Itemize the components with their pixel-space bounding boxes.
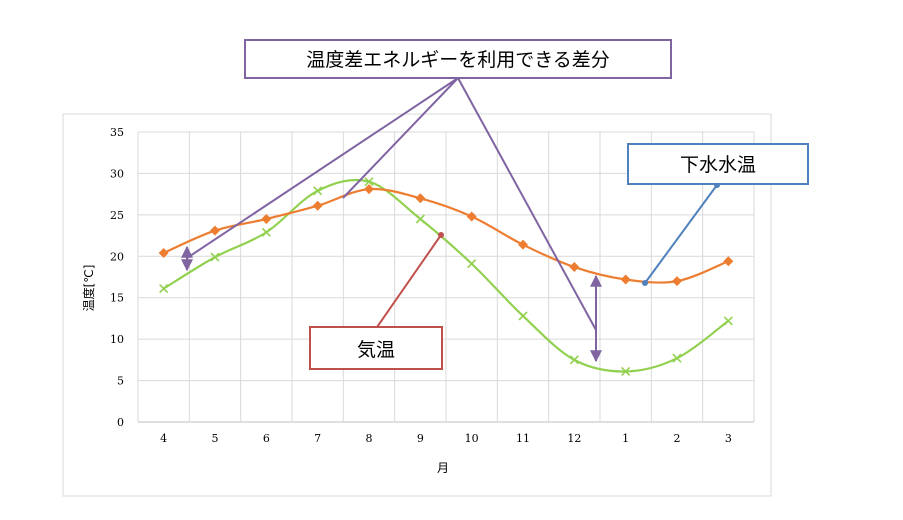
data-point-sewage (569, 262, 580, 273)
x-tick-label: 11 (516, 432, 530, 445)
data-point-sewage (261, 214, 272, 224)
y-tick-label: 0 (117, 416, 124, 429)
data-point-air (210, 252, 220, 262)
data-point-air (569, 355, 579, 365)
x-tick-labels: 4 5 6 7 8 9 10 11 12 1 2 3 (160, 432, 732, 445)
data-point-sewage (364, 184, 374, 195)
air-callout-pointer (374, 234, 442, 331)
data-point-air (415, 214, 425, 224)
x-tick-label: 2 (674, 432, 681, 445)
x-axis-title: 月 (437, 461, 449, 475)
data-point-sewage (466, 211, 477, 222)
data-point-sewage (210, 225, 220, 236)
data-point-air (518, 311, 528, 321)
x-tick-label: 4 (160, 432, 167, 445)
air-callout-text: 気温 (357, 339, 395, 361)
data-point-air (159, 284, 169, 294)
energy-callout-text: 温度差エネルギーを利用できる差分 (306, 49, 610, 71)
sewage-temperature-callout: 下水水温 (627, 143, 809, 286)
x-tick-label: 8 (366, 432, 373, 445)
x-tick-label: 5 (212, 432, 219, 445)
data-point-sewage (312, 200, 323, 211)
energy-difference-callout: 温度差エネルギーを利用できる差分 (181, 39, 672, 363)
air-callout-dot-end (438, 232, 444, 238)
x-tick-label: 6 (263, 432, 270, 445)
y-axis-title: 温度[℃] (81, 265, 96, 312)
data-point-air (467, 259, 477, 269)
y-tick-labels: 0 5 10 15 20 25 30 35 (110, 126, 124, 429)
series-layer (158, 177, 734, 377)
air-callout-box (309, 326, 443, 370)
data-point-air (723, 316, 733, 326)
data-point-sewage (620, 274, 631, 285)
y-tick-label: 35 (110, 126, 124, 139)
y-tick-label: 25 (110, 209, 124, 222)
data-point-air (364, 177, 374, 187)
y-tick-label: 20 (110, 250, 124, 263)
y-tick-label: 5 (117, 375, 124, 388)
y-tick-label: 15 (110, 292, 124, 305)
air-temperature-callout: 気温 (309, 232, 444, 370)
data-point-air (621, 366, 631, 377)
data-point-air (261, 227, 271, 237)
sewage-callout-box (627, 143, 809, 185)
x-tick-label: 7 (314, 432, 321, 445)
x-tick-label: 9 (417, 432, 424, 445)
y-tick-label: 10 (110, 333, 124, 346)
sewage-callout-pointer (644, 184, 718, 284)
y-tick-label: 30 (110, 167, 124, 180)
energy-callout-pointer-right (457, 77, 597, 331)
x-tick-label: 1 (622, 432, 629, 445)
sewage-callout-text: 下水水温 (680, 154, 756, 176)
x-tick-label: 12 (567, 432, 581, 445)
x-tick-label: 10 (465, 432, 479, 445)
x-tick-label: 3 (725, 432, 732, 445)
data-point-sewage (723, 256, 734, 267)
data-point-sewage (158, 247, 169, 258)
data-point-air (672, 353, 682, 363)
energy-callout-box (244, 39, 672, 79)
data-point-sewage (415, 193, 426, 204)
data-point-sewage (672, 276, 682, 287)
sewage-callout-dot-start (642, 280, 648, 286)
data-point-sewage (518, 239, 528, 250)
data-point-air (313, 186, 323, 196)
